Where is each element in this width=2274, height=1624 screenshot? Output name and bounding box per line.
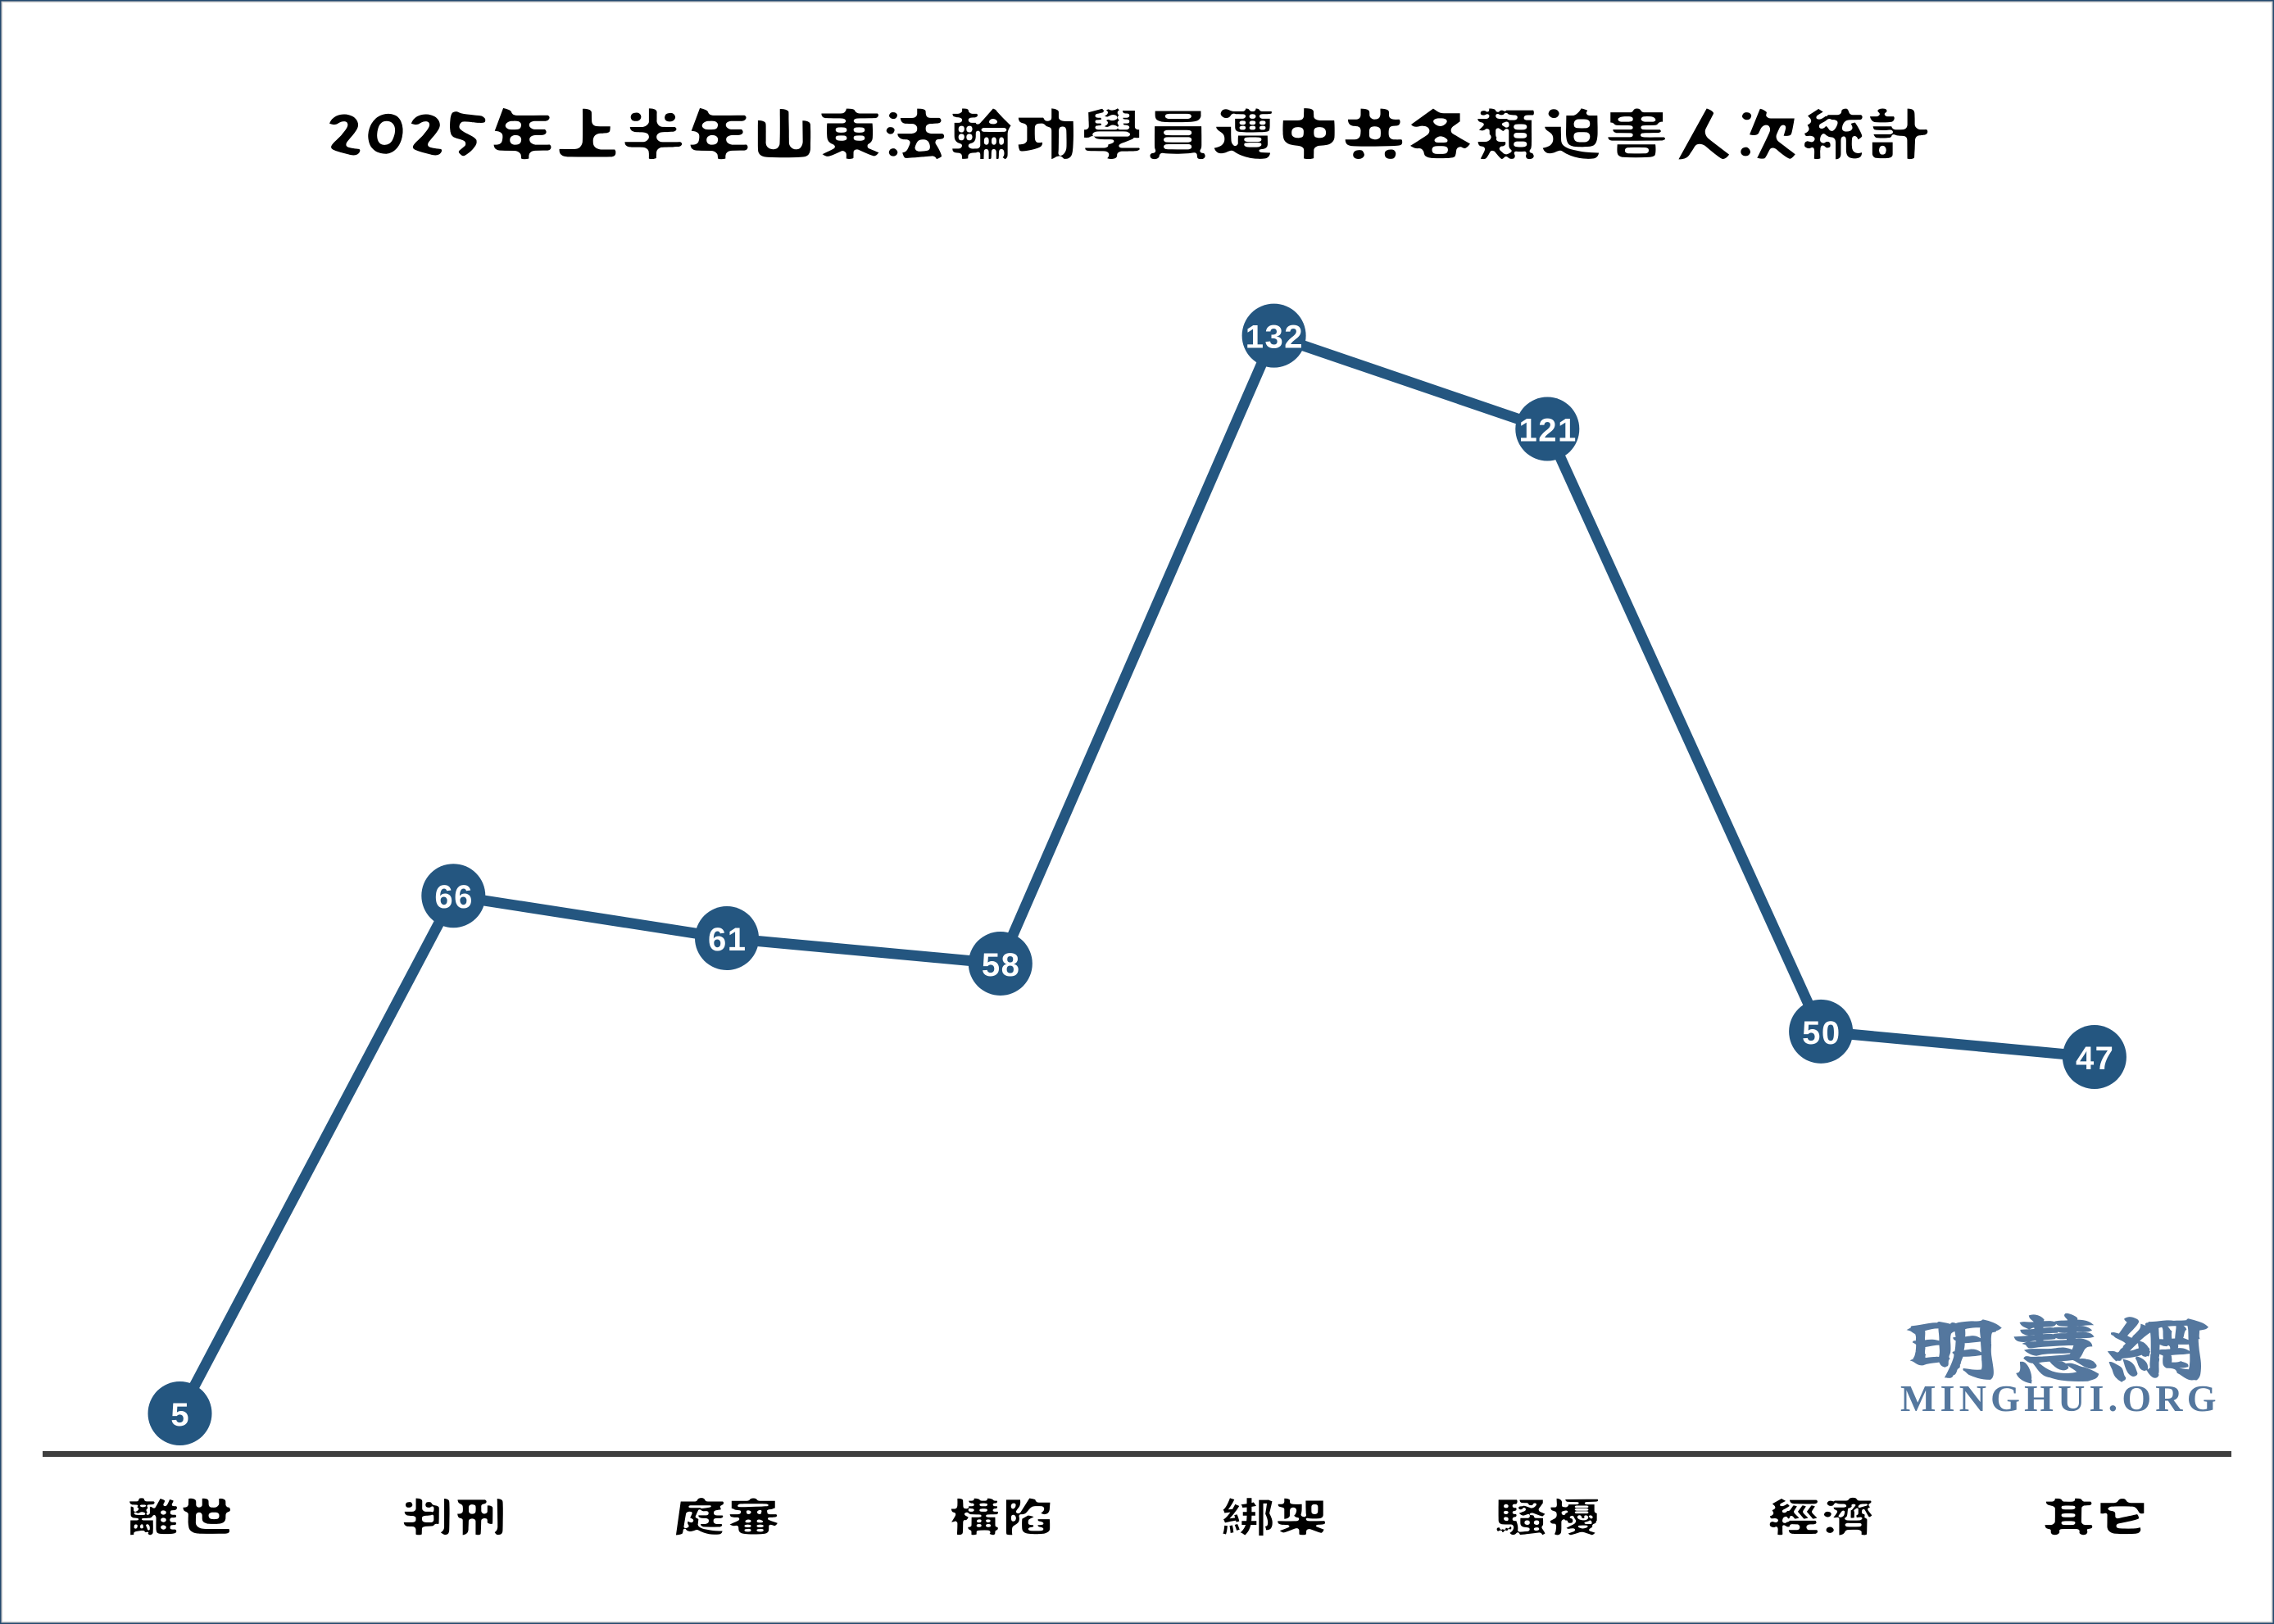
svg-text:61: 61: [708, 922, 747, 958]
svg-text:47: 47: [2076, 1041, 2115, 1077]
svg-text:132: 132: [1246, 320, 1304, 356]
svg-text:58: 58: [982, 947, 1021, 983]
svg-text:MINGHUI.ORG: MINGHUI.ORG: [1900, 1377, 2221, 1419]
svg-text:5: 5: [170, 1397, 190, 1433]
svg-text:50: 50: [1802, 1015, 1841, 1051]
svg-text:66: 66: [434, 879, 474, 915]
svg-text:121: 121: [1518, 413, 1577, 449]
